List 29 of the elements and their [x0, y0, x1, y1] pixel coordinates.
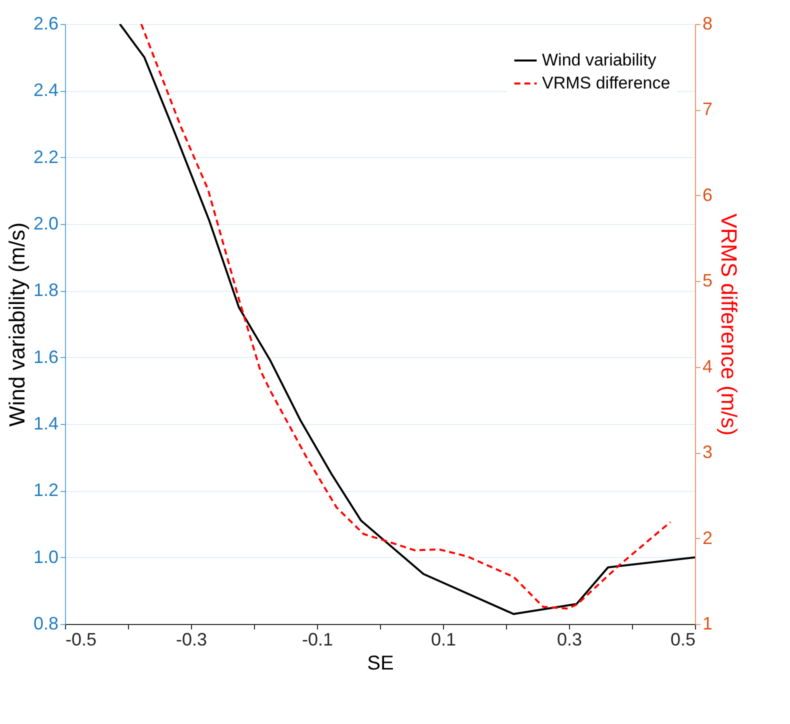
- x-tick-label: -0.1: [302, 630, 334, 650]
- y2-tick-label: 2: [702, 528, 713, 548]
- y-axis-title: Wind variability (m/s): [4, 222, 30, 427]
- y2-tick-label: 4: [702, 356, 713, 376]
- x-axis-title: SE: [367, 652, 394, 674]
- y2-tick-label: 7: [702, 99, 713, 120]
- legend-label: VRMS difference: [542, 74, 670, 92]
- x-tick-label: 0.1: [430, 630, 456, 650]
- y2-axis-title: VRMS difference (m/s): [716, 213, 742, 436]
- y-tick-label: 1.2: [33, 480, 58, 500]
- y2-tick-label: 6: [702, 184, 713, 205]
- legend-label: Wind variability: [542, 50, 657, 70]
- y-tick-label: 2.6: [33, 14, 58, 34]
- y-tick-label: 2.0: [33, 214, 58, 234]
- y-tick-label: 0.8: [33, 614, 58, 634]
- y-tick-label: 2.2: [33, 146, 58, 167]
- y-tick-label: 1.4: [33, 414, 58, 434]
- x-tick-label: 0.5: [670, 630, 696, 650]
- y2-tick-label: 5: [702, 270, 713, 291]
- y-tick-label: 1.6: [33, 346, 58, 367]
- y2-tick-label: 1: [702, 614, 713, 634]
- x-tick-label: 0.3: [556, 630, 582, 650]
- y-tick-label: 1.0: [33, 546, 58, 567]
- x-tick-label: -0.3: [176, 630, 208, 650]
- x-tick-label: -0.5: [66, 630, 97, 650]
- y-tick-label: 1.8: [33, 280, 58, 300]
- y-tick-label: 2.4: [33, 80, 58, 100]
- y2-tick-label: 3: [702, 442, 713, 462]
- y2-tick-label: 8: [702, 14, 713, 34]
